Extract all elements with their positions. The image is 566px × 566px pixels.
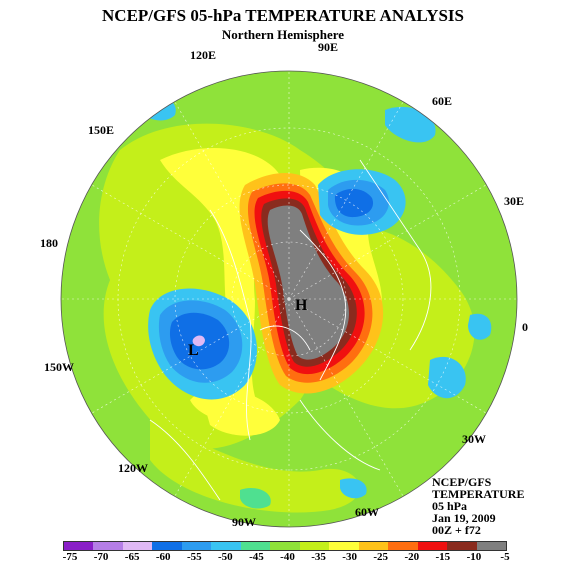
colorbar-swatch (417, 542, 448, 550)
colorbar-swatch (211, 542, 241, 550)
map-border (60, 70, 518, 528)
gray-core (267, 205, 350, 360)
info-date: Jan 19, 2009 (432, 511, 496, 525)
lavender-spot (192, 335, 205, 347)
low-center-label: L (188, 342, 199, 359)
map-subtitle: Northern Hemisphere (221, 27, 345, 42)
colorbar-swatch (270, 542, 300, 550)
lightblue-patch-northwest (140, 95, 176, 121)
lon-label-150w: 150W (44, 360, 74, 374)
colorbar-tick-label: -65 (124, 551, 140, 563)
lon-label-0: 0 (522, 320, 528, 334)
colorbar-tick-label: -50 (218, 551, 233, 563)
coastlines (149, 159, 432, 501)
colorbar-tick-label: -40 (280, 551, 295, 563)
colorbar-swatch (388, 542, 418, 550)
lon-label-150e: 150E (88, 123, 115, 137)
deepblue-pool-northeast (334, 188, 374, 218)
lightblue-patch-south (340, 478, 367, 499)
colorbar-tick-label: -75 (62, 551, 78, 563)
graticule (61, 71, 517, 527)
colorbar-swatch (122, 542, 153, 550)
colorbar-ticks: -75 -70 -65 -60 -55 -50 -45 -40 -35 -30 -25 -20 -15 -… (0, 551, 566, 565)
lightblue-patch-east-small (468, 313, 492, 340)
lon-label-30w: 30W (462, 432, 486, 446)
info-block: NCEP/GFS TEMPERATURE 05 hPa Jan 19, 2009… (432, 476, 524, 536)
lon-label-90w: 90W (232, 515, 256, 529)
lon-label-30e: 30E (504, 194, 525, 208)
colorbar-swatch (181, 542, 212, 550)
colorbar-swatch (476, 542, 507, 550)
info-model: NCEP/GFS (432, 475, 492, 489)
colorbar-tick-label: -45 (249, 551, 264, 563)
colorbar-swatch (299, 542, 330, 550)
high-center-label: H (295, 297, 308, 314)
colorbar-swatch (358, 542, 389, 550)
info-variable: TEMPERATURE (432, 487, 525, 501)
info-level: 05 hPa (432, 499, 468, 513)
lon-label-120w: 120W (118, 461, 148, 475)
colorbar-swatch (93, 542, 123, 550)
colorbar-tick-label: -5 (500, 551, 510, 563)
lon-label-180: 180 (40, 236, 58, 250)
lightblue-patch-east (428, 356, 466, 399)
info-forecast: 00Z + f72 (432, 523, 481, 537)
colorbar-swatch (240, 542, 271, 550)
colorbar-tick-label: -55 (186, 551, 202, 563)
colorbar-tick-label: -25 (373, 551, 389, 563)
map-title: NCEP/GFS 05-hPa TEMPERATURE ANALYSIS (102, 6, 464, 25)
yellowgreen-band-south (150, 420, 360, 513)
lon-label-90e: 90E (318, 40, 339, 54)
colorbar-swatch (329, 542, 359, 550)
colorbar-tick-label: -35 (311, 551, 326, 563)
lon-label-60w: 60W (355, 505, 379, 519)
seagreen-patch-south (240, 487, 271, 509)
lon-label-120e: 120E (190, 48, 217, 62)
colorbar-tick-label: -60 (155, 551, 171, 563)
colorbar-swatch (447, 542, 477, 550)
lon-label-60e: 60E (432, 94, 453, 108)
colorbar-swatch (152, 542, 182, 550)
colorbar-tick-label: -20 (404, 551, 420, 563)
yellow-patch-west (200, 388, 280, 436)
colorbar-tick-label: -10 (466, 551, 482, 563)
colorbar-tick-label: -70 (93, 551, 109, 563)
colorbar (63, 541, 507, 551)
lightblue-patch-northeast (385, 106, 436, 143)
colorbar-tick-label: -15 (435, 551, 451, 563)
colorbar-tick-label: -30 (342, 551, 357, 563)
colorbar-swatch (64, 542, 94, 550)
